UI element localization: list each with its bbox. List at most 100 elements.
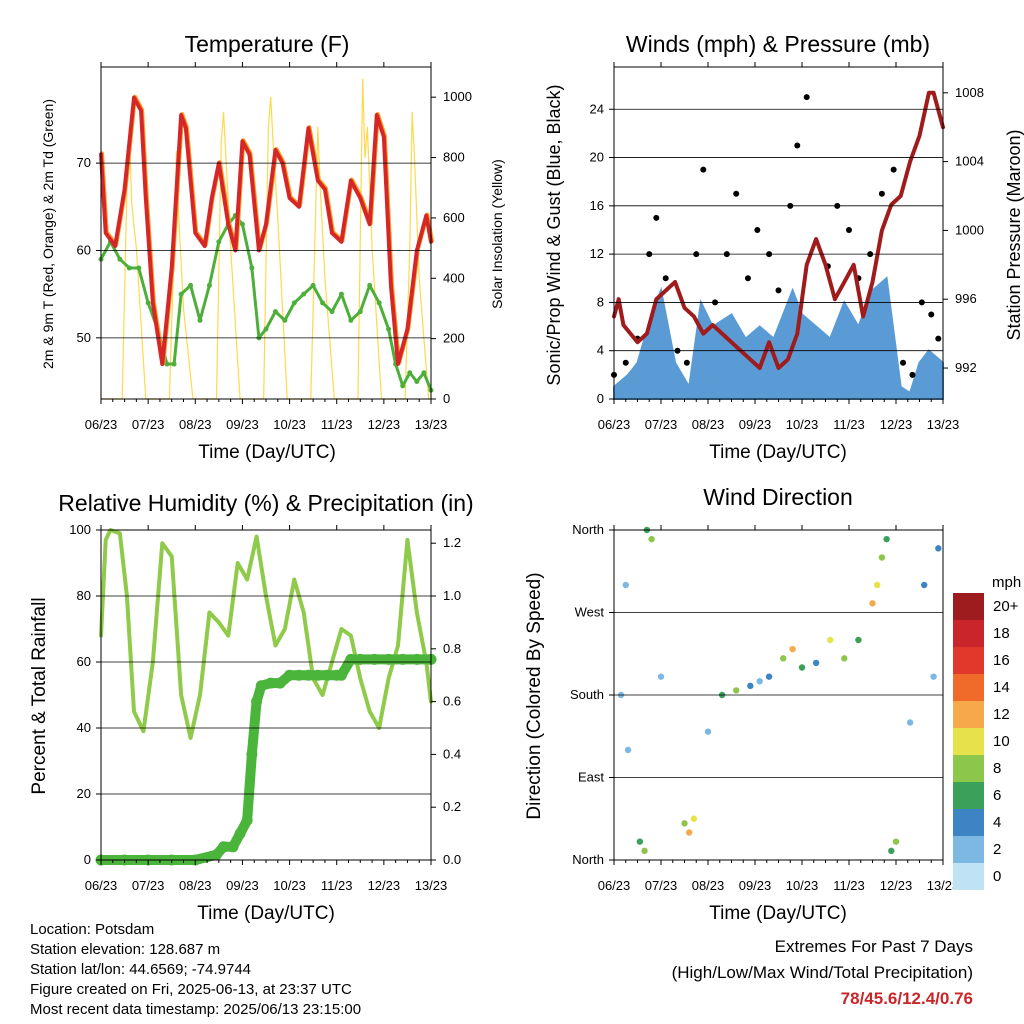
direction-point bbox=[869, 600, 876, 607]
legend-swatch bbox=[953, 809, 984, 836]
humidity-ylabel-left: Percent & Total Rainfall bbox=[29, 597, 50, 794]
dewpoint-point bbox=[164, 361, 170, 367]
humidity-xtick-label: 13/23 bbox=[415, 878, 448, 893]
info-elevation: Station elevation: 128.687 m bbox=[30, 941, 221, 958]
direction-point bbox=[733, 687, 740, 694]
direction-legend-title: mph bbox=[992, 574, 1021, 591]
legend-swatch bbox=[953, 593, 984, 620]
temperature-y2tick-label: 1000 bbox=[443, 89, 472, 104]
direction-point bbox=[756, 678, 763, 685]
humidity-y2tick-label: 0.0 bbox=[443, 852, 461, 867]
temperature-xtick-label: 11/23 bbox=[321, 417, 353, 432]
direction-point bbox=[641, 847, 648, 855]
direction-point bbox=[855, 636, 862, 644]
precip-point bbox=[265, 677, 277, 689]
humidity-xlabel: Time (Day/UTC) bbox=[197, 903, 335, 924]
gust-point bbox=[846, 226, 852, 233]
data-layer bbox=[95, 78, 945, 866]
direction-ytick-label: North bbox=[572, 852, 604, 867]
precip-point bbox=[255, 680, 267, 692]
winds-xtick-label: 10/23 bbox=[786, 417, 819, 432]
direction-xtick-label: 08/23 bbox=[692, 878, 725, 893]
humidity-frame bbox=[100, 529, 432, 861]
legend-swatch bbox=[953, 620, 984, 647]
gust-point bbox=[928, 311, 935, 318]
dewpoint-point bbox=[376, 300, 382, 306]
direction-point bbox=[812, 659, 820, 667]
dewpoint-point bbox=[136, 265, 142, 271]
humidity-y2tick-label: 0.8 bbox=[443, 641, 461, 656]
humidity-ytick-label: 80 bbox=[77, 588, 91, 603]
dewpoint-point bbox=[272, 309, 278, 315]
gust-point bbox=[935, 335, 942, 342]
precip-point bbox=[302, 669, 314, 681]
precip-point bbox=[397, 653, 409, 665]
gust-point bbox=[900, 359, 907, 366]
direction-title: Wind Direction bbox=[703, 484, 853, 510]
gust-point bbox=[700, 166, 707, 173]
dewpoint-point bbox=[348, 317, 354, 323]
precip-point bbox=[335, 669, 347, 681]
direction-xtick-label: 06/23 bbox=[598, 878, 631, 893]
direction-axes: 06/23 07/23 08/23 09/23 10/23 11/23 12/23 13/23… bbox=[570, 522, 959, 893]
winds-y2tick-label: 1008 bbox=[955, 85, 984, 100]
temperature-xtick-label: 07/23 bbox=[132, 417, 165, 432]
precip-point bbox=[354, 653, 366, 665]
dewpoint-point bbox=[291, 300, 297, 306]
legend-label: 0 bbox=[993, 868, 1001, 885]
legend-label: 2 bbox=[993, 841, 1001, 858]
direction-ytick-label: East bbox=[578, 770, 604, 785]
direction-point bbox=[921, 581, 928, 589]
precip-point bbox=[227, 841, 239, 853]
temperature-xtick-label: 13/23 bbox=[415, 417, 448, 432]
legend-swatch bbox=[953, 782, 984, 809]
temperature-ytick-label: 60 bbox=[77, 242, 91, 257]
temp2m-series-line bbox=[99, 95, 433, 367]
humidity-title: Relative Humidity (%) & Precipitation (i… bbox=[58, 490, 473, 516]
humidity-y2tick-label: 1.2 bbox=[443, 535, 461, 550]
direction-point bbox=[690, 815, 698, 822]
direction-point bbox=[780, 655, 787, 662]
solar-series-line bbox=[100, 78, 432, 400]
gust-point bbox=[794, 142, 801, 149]
winds-xtick-label: 07/23 bbox=[645, 417, 678, 432]
dewpoint-point bbox=[171, 361, 177, 367]
dewpoint-point bbox=[310, 282, 316, 288]
direction-point bbox=[681, 820, 688, 827]
dewpoint-point bbox=[197, 317, 203, 323]
temperature-title: Temperature (F) bbox=[185, 31, 350, 57]
winds-ytick-label: 8 bbox=[597, 294, 604, 309]
humidity-xtick-label: 07/23 bbox=[132, 878, 165, 893]
legend-swatch bbox=[953, 674, 984, 701]
temperature-ytick-label: 50 bbox=[77, 330, 91, 345]
direction-point bbox=[888, 847, 895, 855]
rh-series-line bbox=[99, 528, 433, 740]
humidity-xtick-label: 06/23 bbox=[85, 878, 118, 893]
direction-xtick-label: 10/23 bbox=[786, 878, 819, 893]
humidity-y2tick-label: 1.0 bbox=[443, 588, 461, 603]
temperature-xtick-label: 06/23 bbox=[85, 417, 118, 432]
temperature-y2tick-label: 600 bbox=[443, 210, 465, 225]
humidity-xtick-label: 08/23 bbox=[179, 878, 212, 893]
dewpoint-point bbox=[145, 300, 151, 306]
precip-point bbox=[321, 669, 333, 681]
legend-label: 4 bbox=[993, 814, 1001, 831]
precip-point bbox=[368, 653, 380, 665]
winds-y2tick-label: 996 bbox=[955, 291, 977, 306]
temperature-xtick-label: 09/23 bbox=[226, 417, 259, 432]
precip-point bbox=[383, 653, 395, 665]
legend-swatch bbox=[953, 701, 984, 728]
dewpoint-point bbox=[329, 309, 335, 315]
winds-axes: 06/23 07/23 08/23 09/23 10/23 11/23 12/23 13/23… bbox=[590, 62, 984, 432]
winds-xtick-label: 09/23 bbox=[739, 417, 772, 432]
legend-label: 18 bbox=[993, 625, 1010, 642]
precip-point bbox=[293, 669, 305, 681]
dewpoint-point bbox=[421, 370, 427, 376]
precip-point bbox=[234, 828, 246, 840]
temperature-xtick-label: 08/23 bbox=[179, 417, 212, 432]
gust-point bbox=[754, 226, 761, 233]
direction-point bbox=[704, 728, 712, 735]
precip-point bbox=[211, 849, 222, 861]
precip-point bbox=[312, 669, 324, 681]
